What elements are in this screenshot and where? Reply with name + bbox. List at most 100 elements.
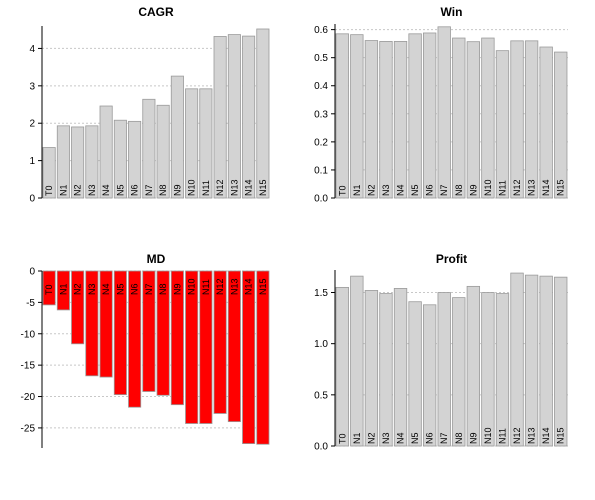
bar <box>408 33 422 199</box>
category-label: N3 <box>381 184 391 196</box>
chart-title: Profit <box>436 252 467 266</box>
bar <box>452 37 466 199</box>
category-label: N11 <box>201 279 211 295</box>
category-label: N13 <box>229 278 239 295</box>
y-tick-label: 0 <box>29 267 35 278</box>
y-tick-label: 3 <box>29 81 35 92</box>
bar <box>213 36 227 199</box>
category-label: N11 <box>201 180 211 196</box>
category-label: N10 <box>483 427 493 444</box>
category-label: N12 <box>215 278 225 295</box>
category-label: N7 <box>144 184 154 196</box>
category-label: N9 <box>172 283 182 295</box>
bar <box>481 292 495 447</box>
bar <box>85 125 99 199</box>
category-label: N13 <box>527 179 537 196</box>
category-label: N2 <box>73 283 83 295</box>
bar <box>113 270 127 396</box>
category-label: N5 <box>115 283 125 295</box>
category-label: N11 <box>497 428 507 444</box>
category-label: N7 <box>144 283 154 295</box>
y-tick-label: 0.5 <box>314 53 328 64</box>
bar <box>350 275 364 447</box>
category-label: N3 <box>87 283 97 295</box>
bar <box>524 40 539 199</box>
category-label: N15 <box>258 179 268 196</box>
category-label: N12 <box>512 179 522 196</box>
bar <box>422 304 437 447</box>
category-label: N15 <box>556 179 566 196</box>
bar <box>113 119 127 199</box>
category-label: N11 <box>497 180 507 196</box>
bar <box>481 37 495 199</box>
category-label: N6 <box>130 184 140 196</box>
bar <box>437 26 451 199</box>
y-tick-label: 0.5 <box>314 390 328 401</box>
category-label: N13 <box>527 427 537 444</box>
y-tick-label: 0.3 <box>314 109 328 120</box>
category-label: N14 <box>244 278 254 295</box>
category-label: T0 <box>44 284 54 295</box>
y-tick-label: -20 <box>21 392 36 403</box>
category-label: N5 <box>410 184 420 196</box>
category-label: N8 <box>158 184 168 196</box>
category-label: N13 <box>229 179 239 196</box>
bar <box>510 272 524 447</box>
category-label: N1 <box>58 283 68 295</box>
category-label: N6 <box>425 432 435 444</box>
category-label: N4 <box>396 184 406 196</box>
bar <box>56 270 70 311</box>
y-tick-label: 0.0 <box>314 194 328 205</box>
y-tick-label: 0.4 <box>314 81 328 92</box>
category-label: N10 <box>187 278 197 295</box>
y-tick-label: 0 <box>29 194 35 205</box>
chart-win: Win 0.0 0.1 0.2 0.3 0.4 0.5 0.6 T0 N1 N2 N3 N4 N5 N6 N7… <box>314 5 568 205</box>
bar <box>364 40 379 199</box>
category-label: N9 <box>172 184 182 196</box>
category-label: N1 <box>352 184 362 196</box>
chart-profit: Profit 0.0 0.5 1.0 1.5 T0 N1 N2 N3 N4 N5 N6 N7 N8 N9 N1… <box>314 252 568 453</box>
y-tick-label: -15 <box>21 361 36 372</box>
bar <box>364 290 379 447</box>
bar <box>185 88 199 199</box>
bar <box>42 270 56 306</box>
bar <box>422 32 437 199</box>
chart-title: Win <box>441 5 463 19</box>
bar <box>539 46 553 199</box>
bar <box>71 270 85 345</box>
bar <box>539 275 553 447</box>
bar <box>495 293 510 447</box>
bar <box>408 301 422 447</box>
bar <box>227 34 241 199</box>
y-tick-label: 1.5 <box>314 288 328 299</box>
chart-title: CAGR <box>138 5 174 19</box>
chart-cagr: CAGR 0 1 2 3 4 T0 N1 N2 N3 N4 N5 N6 N7 N8 N9 N10 N11 N12 N1… <box>29 5 270 205</box>
bar <box>71 126 85 199</box>
category-label: N8 <box>158 283 168 295</box>
category-label: N10 <box>483 179 493 196</box>
y-tick-label: 4 <box>29 44 35 55</box>
bar <box>437 292 451 447</box>
category-label: N3 <box>381 432 391 444</box>
bar <box>495 50 510 199</box>
bar <box>379 41 393 199</box>
y-tick-label: 2 <box>29 119 35 130</box>
category-label: N4 <box>101 283 111 295</box>
category-label: N14 <box>244 179 254 196</box>
category-label: N15 <box>258 278 268 295</box>
bar <box>350 34 364 199</box>
bar <box>170 75 184 199</box>
y-tick-label: -5 <box>26 298 35 309</box>
bar <box>393 41 408 199</box>
bar <box>85 270 99 377</box>
category-label: N2 <box>366 184 376 196</box>
bar <box>142 270 156 392</box>
category-label: N8 <box>454 432 464 444</box>
chart-md: MD 0 -5 -10 -15 -20 -25 T0 N1 N2 N3 N4 N5 N6 N7 N8 N9 N10… <box>21 252 270 448</box>
bar <box>142 98 156 199</box>
bar <box>185 270 199 424</box>
bar <box>256 270 270 445</box>
category-label: T0 <box>337 433 347 444</box>
category-label: N2 <box>366 432 376 444</box>
